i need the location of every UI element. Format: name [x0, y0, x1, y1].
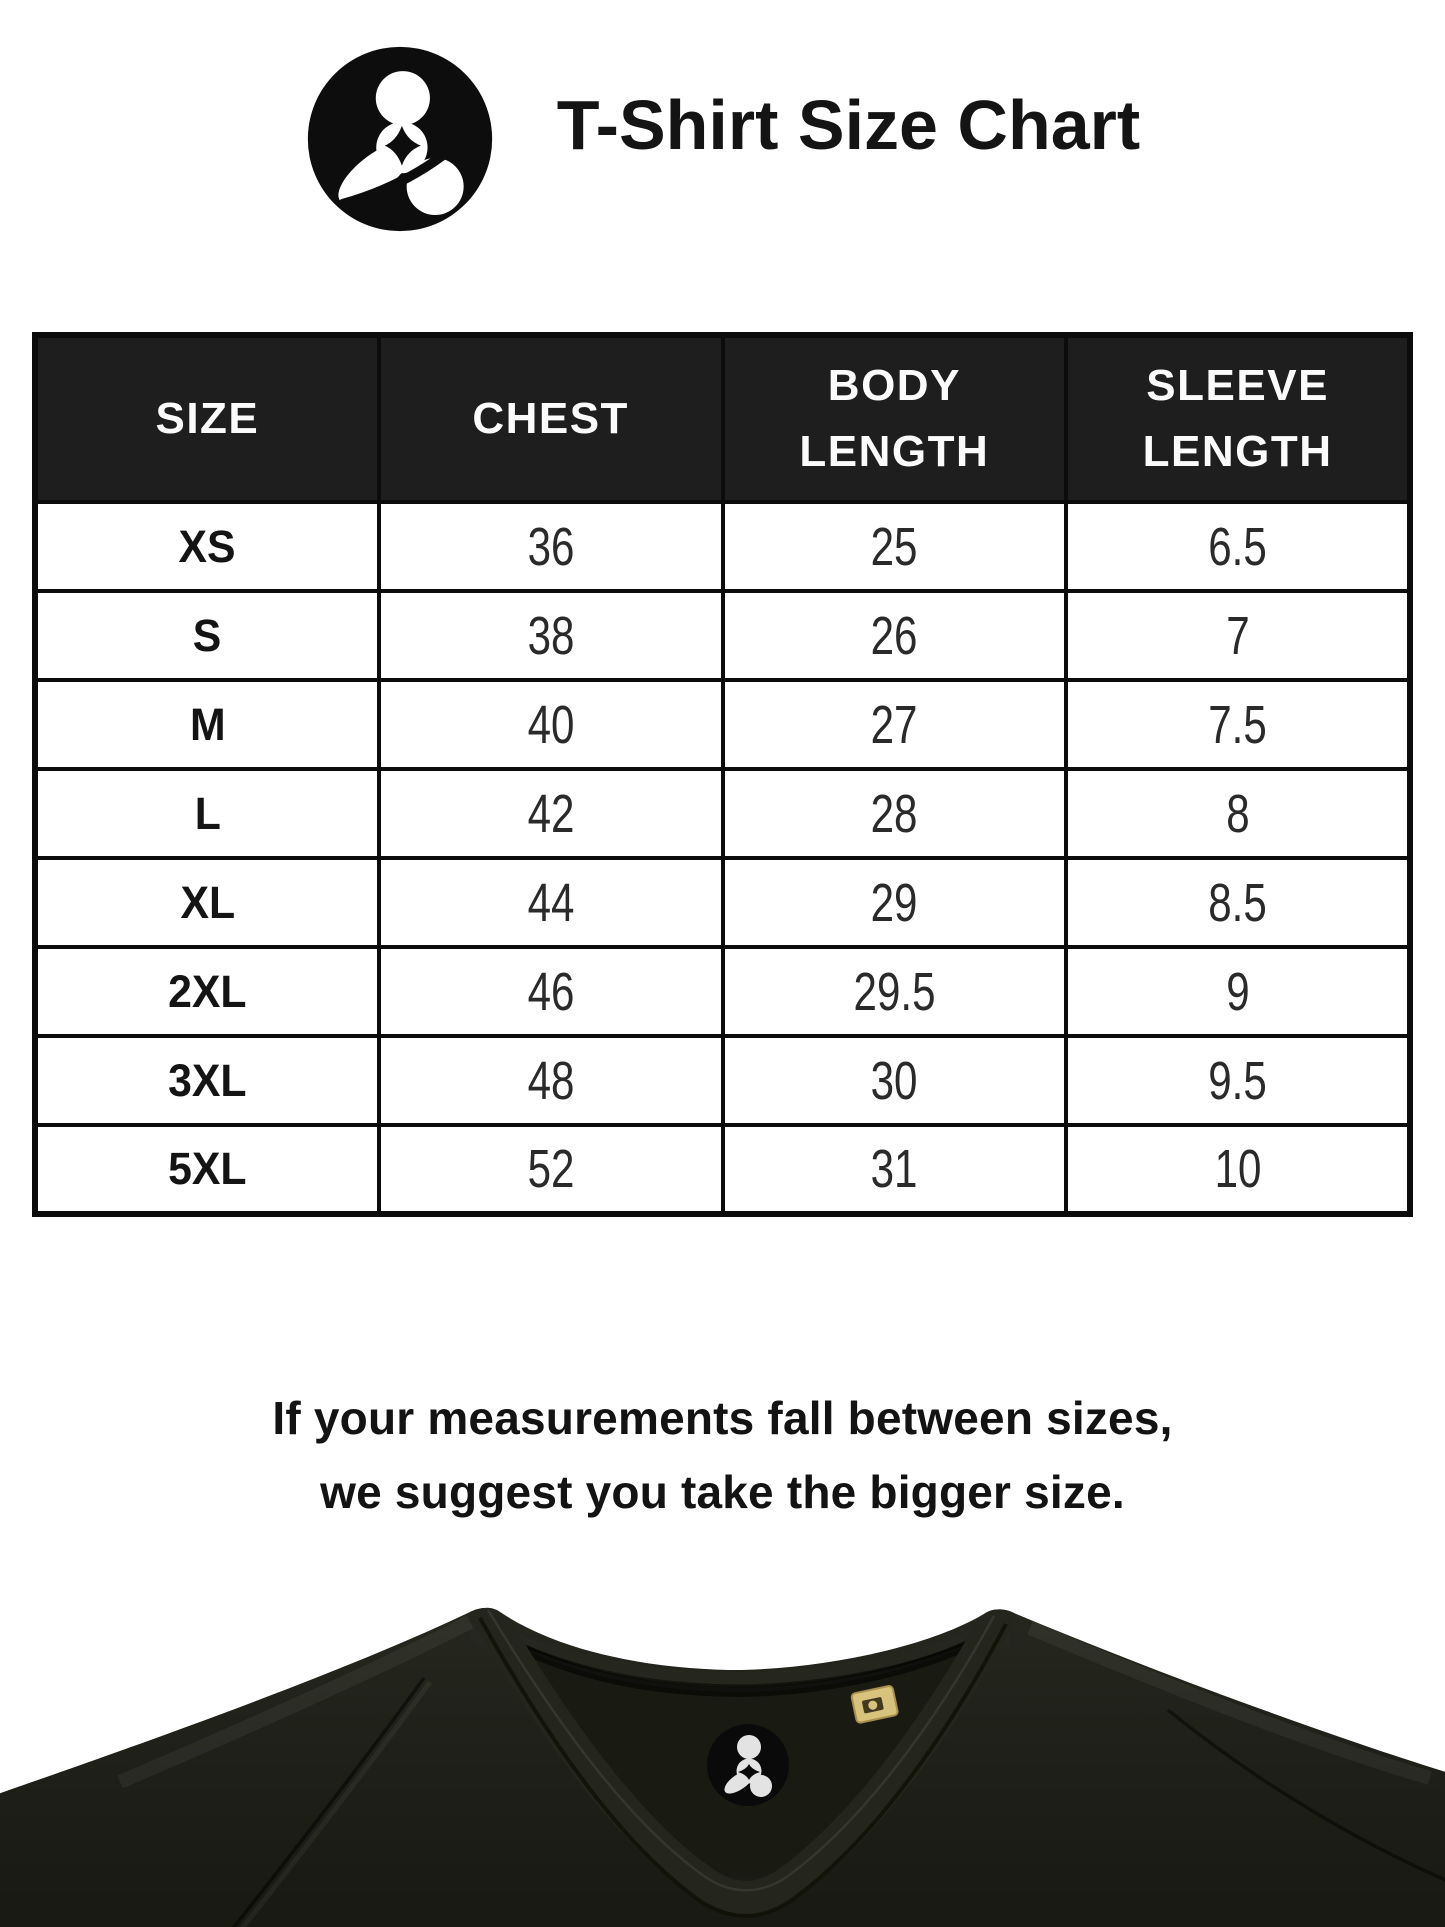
cell-body-length: 28 [720, 767, 1069, 860]
cell-sleeve-length: 10 [1064, 1123, 1412, 1216]
cell-size: XL [33, 856, 381, 949]
front-collar-band [469, 1607, 1015, 1915]
brand-logo-icon [305, 44, 495, 234]
shirt-label-logo-icon [707, 1724, 789, 1806]
cell-chest: 46 [376, 945, 725, 1038]
cell-body-length: 27 [720, 678, 1069, 771]
cell-sleeve-length: 7.5 [1064, 678, 1412, 771]
cell-size: L [33, 767, 381, 860]
cell-sleeve-length: 8.5 [1064, 856, 1412, 949]
cell-chest: 44 [376, 856, 725, 949]
column-header-body-length: BODY LENGTH [720, 333, 1069, 504]
column-header-sleeve-length: SLEEVE LENGTH [1064, 333, 1412, 504]
cell-body-length: 25 [720, 500, 1069, 593]
cell-size: 3XL [33, 1034, 381, 1127]
tshirt-photo [0, 1607, 1445, 1927]
cell-chest: 38 [376, 589, 725, 682]
table-row: XS 36 25 6.5 [33, 500, 1412, 593]
cell-chest: 40 [376, 678, 725, 771]
between-sizes-note: If your measurements fall between sizes,… [272, 1392, 1173, 1518]
cell-body-length: 29.5 [720, 945, 1069, 1038]
column-header-chest: CHEST [376, 333, 725, 504]
size-chart-table: SIZE CHEST BODY LENGTH SLEEVE LENGTH XS … [32, 332, 1413, 1217]
cell-body-length: 29 [720, 856, 1069, 949]
cell-size: XS [33, 500, 381, 593]
cell-size: 2XL [33, 945, 381, 1038]
cell-sleeve-length: 6.5 [1064, 500, 1412, 593]
table-row: 2XL 46 29.5 9 [33, 945, 1412, 1038]
cell-body-length: 30 [720, 1034, 1069, 1127]
cell-size: 5XL [33, 1123, 381, 1216]
cell-chest: 48 [376, 1034, 725, 1127]
table-header-row: SIZE CHEST BODY LENGTH SLEEVE LENGTH [33, 333, 1412, 504]
right-sleeve-seam [1166, 1708, 1445, 1884]
left-sleeve-seam [228, 1676, 426, 1927]
cell-sleeve-length: 9.5 [1064, 1034, 1412, 1127]
cell-chest: 52 [376, 1123, 725, 1216]
page-title: T-Shirt Size Chart [556, 86, 1141, 164]
cell-sleeve-length: 7 [1064, 589, 1412, 682]
table-row: XL 44 29 8.5 [33, 856, 1412, 949]
brand-header: T-Shirt Size Chart [0, 44, 1445, 234]
cell-size: M [33, 678, 381, 771]
table-row: 3XL 48 30 9.5 [33, 1034, 1412, 1127]
cell-sleeve-length: 9 [1064, 945, 1412, 1038]
cell-body-length: 31 [720, 1123, 1069, 1216]
table-row: M 40 27 7.5 [33, 678, 1412, 771]
cell-body-length: 26 [720, 589, 1069, 682]
cell-chest: 42 [376, 767, 725, 860]
table-row: 5XL 52 31 10 [33, 1123, 1412, 1216]
cell-chest: 36 [376, 500, 725, 593]
table-row: S 38 26 7 [33, 589, 1412, 682]
cell-sleeve-length: 8 [1064, 767, 1412, 860]
cell-size: S [33, 589, 381, 682]
care-tag-icon [850, 1685, 899, 1724]
column-header-size: SIZE [33, 333, 381, 504]
table-row: L 42 28 8 [33, 767, 1412, 860]
